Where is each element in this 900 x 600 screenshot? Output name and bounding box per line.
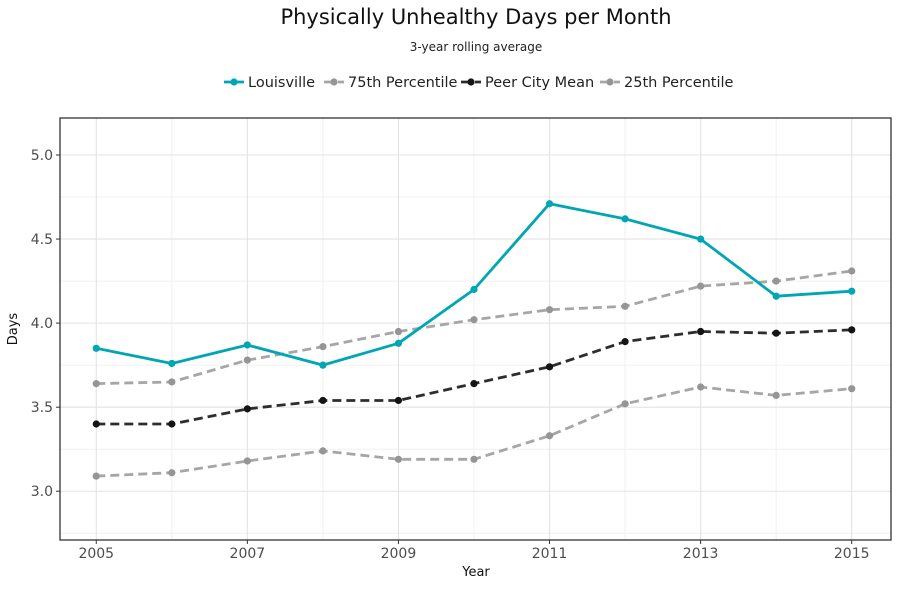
y-tick-label: 3.5 bbox=[31, 400, 53, 416]
data-point-peer-city-mean bbox=[243, 405, 251, 413]
legend: Louisville 75th Percentile Peer City Mean 2… bbox=[224, 75, 734, 91]
grid bbox=[60, 118, 891, 540]
legend-key-point bbox=[467, 78, 475, 86]
series-layer bbox=[92, 200, 856, 480]
data-point-louisville bbox=[168, 359, 176, 368]
data-point-peer-city-mean bbox=[470, 380, 478, 388]
legend-item-75th-percentile: 75th Percentile bbox=[324, 75, 458, 91]
series-75th-percentile bbox=[92, 267, 856, 388]
data-point-75th-percentile bbox=[545, 306, 554, 314]
data-point-25th-percentile bbox=[470, 455, 478, 463]
data-point-peer-city-mean bbox=[168, 420, 176, 428]
data-point-25th-percentile bbox=[545, 432, 554, 440]
data-point-25th-percentile bbox=[697, 383, 705, 391]
data-point-25th-percentile bbox=[243, 457, 251, 465]
data-point-25th-percentile bbox=[319, 447, 327, 455]
x-axis: 2005 2007 2009 2011 2013 2015 bbox=[78, 540, 870, 562]
data-point-75th-percentile bbox=[621, 302, 629, 310]
data-point-peer-city-mean bbox=[697, 327, 705, 336]
data-point-peer-city-mean bbox=[545, 363, 554, 371]
legend-key-point bbox=[330, 78, 338, 86]
series-peer-city-mean bbox=[92, 326, 856, 428]
plot-border bbox=[59, 117, 892, 541]
data-point-25th-percentile bbox=[848, 385, 856, 393]
data-point-louisville bbox=[697, 235, 705, 243]
data-point-75th-percentile bbox=[243, 356, 251, 364]
data-point-75th-percentile bbox=[772, 277, 780, 285]
data-point-peer-city-mean bbox=[92, 420, 100, 428]
data-point-louisville bbox=[319, 361, 327, 369]
data-point-louisville bbox=[470, 285, 478, 294]
legend-label: 75th Percentile bbox=[348, 75, 458, 91]
y-axis: 3.0 3.5 4.0 4.5 5.0 bbox=[31, 148, 60, 500]
y-tick-label: 5.0 bbox=[31, 148, 53, 164]
data-point-75th-percentile bbox=[92, 380, 100, 388]
data-point-louisville bbox=[243, 341, 251, 349]
x-tick-label: 2015 bbox=[834, 546, 870, 562]
x-tick-label: 2007 bbox=[230, 546, 266, 562]
data-point-louisville bbox=[621, 215, 629, 223]
data-point-75th-percentile bbox=[470, 316, 478, 324]
data-point-louisville bbox=[545, 200, 554, 208]
x-tick-label: 2011 bbox=[532, 546, 568, 562]
x-tick-label: 2013 bbox=[683, 546, 719, 562]
data-point-peer-city-mean bbox=[394, 396, 403, 405]
data-point-peer-city-mean bbox=[319, 396, 327, 405]
y-tick-label: 4.5 bbox=[31, 232, 53, 248]
data-point-75th-percentile bbox=[319, 343, 327, 351]
legend-key-point bbox=[606, 78, 614, 86]
legend-label: 25th Percentile bbox=[624, 75, 734, 91]
chart-subtitle: 3-year rolling average bbox=[410, 40, 543, 54]
data-point-25th-percentile bbox=[394, 455, 403, 463]
data-point-louisville bbox=[772, 292, 780, 300]
data-point-peer-city-mean bbox=[621, 338, 629, 346]
data-point-louisville bbox=[394, 339, 403, 347]
x-tick-label: 2009 bbox=[381, 546, 417, 562]
data-point-25th-percentile bbox=[92, 472, 100, 480]
y-axis-label: Days bbox=[6, 313, 21, 346]
data-point-75th-percentile bbox=[697, 282, 705, 290]
data-point-louisville bbox=[848, 287, 856, 295]
y-tick-label: 4.0 bbox=[31, 316, 53, 332]
data-point-75th-percentile bbox=[168, 378, 176, 386]
legend-key-point bbox=[230, 78, 238, 86]
legend-label: Louisville bbox=[248, 75, 315, 91]
data-point-75th-percentile bbox=[848, 267, 856, 275]
data-point-25th-percentile bbox=[621, 400, 629, 408]
data-point-peer-city-mean bbox=[848, 326, 856, 334]
legend-label: Peer City Mean bbox=[485, 75, 594, 91]
series-louisville bbox=[92, 200, 856, 369]
legend-item-louisville: Louisville bbox=[224, 75, 315, 91]
series-25th-percentile bbox=[92, 383, 856, 480]
data-point-peer-city-mean bbox=[772, 329, 780, 337]
x-tick-label: 2005 bbox=[78, 546, 114, 562]
legend-item-25th-percentile: 25th Percentile bbox=[600, 75, 734, 91]
data-point-25th-percentile bbox=[168, 469, 176, 477]
data-point-75th-percentile bbox=[394, 327, 403, 336]
legend-item-peer-city-mean: Peer City Mean bbox=[461, 75, 594, 91]
chart-title: Physically Unhealthy Days per Month bbox=[280, 5, 671, 29]
x-axis-label: Year bbox=[461, 565, 490, 580]
data-point-25th-percentile bbox=[772, 391, 780, 400]
data-point-louisville bbox=[92, 344, 100, 352]
y-tick-label: 3.0 bbox=[31, 484, 53, 500]
